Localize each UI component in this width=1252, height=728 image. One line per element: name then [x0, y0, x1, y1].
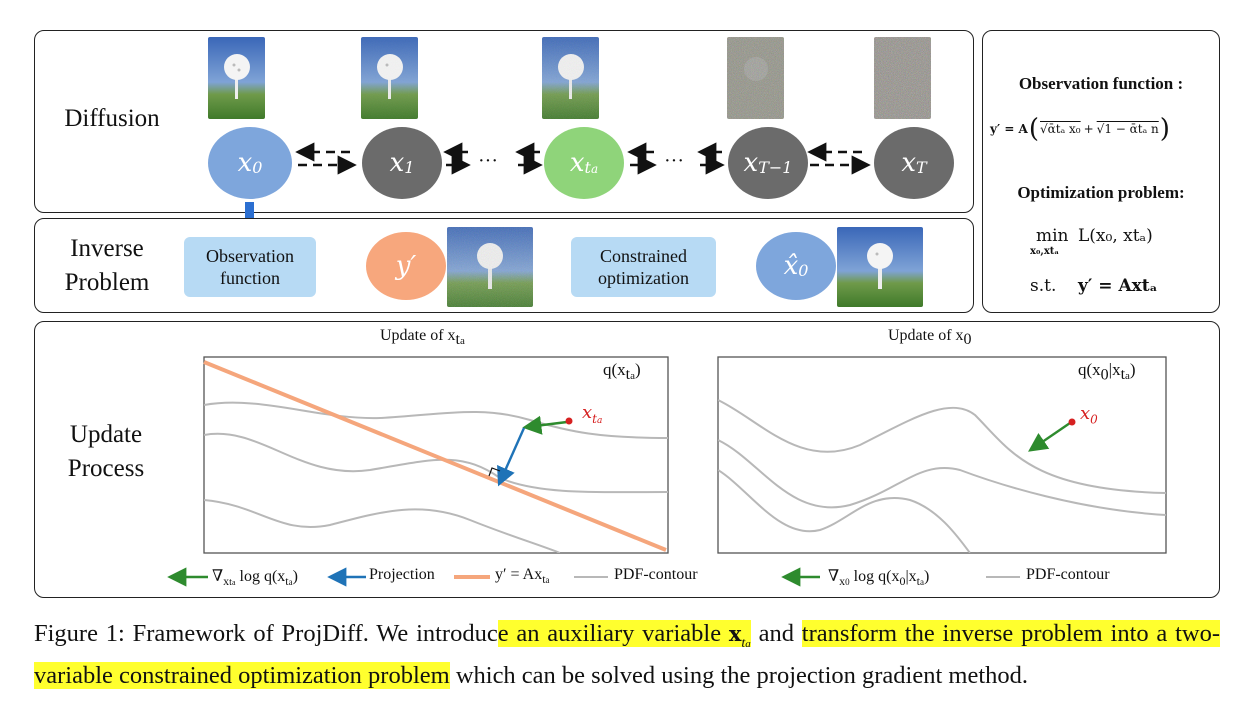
inverse-label-line2: Problem [64, 269, 150, 296]
min-under: x₀,xtₐ [1030, 246, 1060, 257]
caption-highlight-1: e an auxiliary variable xta [497, 620, 751, 651]
right-q-label: q(x0|xta) [1078, 360, 1136, 384]
legend-right-contour: PDF-contour [1026, 566, 1110, 583]
left-plot-title: Update of xta [380, 327, 465, 349]
diffusion-panel [34, 30, 974, 213]
left-point-label: xta [582, 402, 603, 426]
legend-constraint: y′ = Axta [495, 566, 550, 587]
right-plot-title: Update of x0 [888, 327, 972, 349]
left-gradient-arrow [522, 415, 568, 435]
node-xT-1: x T−1 [728, 127, 808, 199]
node-xhat0: x̂ 0 [756, 232, 836, 300]
objective: L(x₀, xtₐ) [1078, 226, 1153, 246]
left-q-label: q(xta) [603, 360, 641, 384]
constraint: y′ = Axtₐ [1078, 276, 1158, 296]
image-xT-1-thumbnail [727, 37, 784, 119]
image-y-noisy-thumbnail [447, 227, 533, 307]
left-contour-3 [204, 499, 561, 553]
diffusion-label: Diffusion [64, 105, 160, 132]
left-point-dot [565, 417, 573, 425]
update-label-line2: Process [67, 455, 145, 482]
right-contour-1 [718, 399, 1166, 494]
right-angle-mark [488, 467, 501, 477]
observation-function-box: Observation function [184, 237, 316, 297]
update-label-line1: Update [69, 421, 143, 448]
legend-projection: Projection [369, 566, 435, 583]
obs-formula: y′ = A ( √ᾱtₐ x₀ + √1 − ᾱtₐ n ) [990, 114, 1170, 144]
right-contour-3 [718, 469, 971, 553]
node-xta: x ta [544, 127, 624, 199]
opt-title: Optimization problem: [1017, 183, 1185, 202]
image-xT-thumbnail [874, 37, 931, 119]
ellipsis-1: ··· [478, 150, 498, 172]
right-point-dot [1068, 418, 1076, 426]
st-word: s.t. [1030, 276, 1057, 296]
legend-right-gradient: ∇x0 log q(x0|xta) [828, 568, 930, 589]
ellipsis-2: ··· [664, 150, 684, 172]
right-point-label: x0 [1080, 403, 1098, 427]
image-x1-thumbnail [361, 37, 418, 119]
formulas-panel [982, 30, 1220, 313]
image-xhat0-thumbnail [837, 227, 923, 307]
right-contour-2 [718, 439, 1166, 516]
obs-title: Observation function : [1018, 74, 1184, 93]
left-contour-1 [204, 401, 668, 439]
image-x0-thumbnail [208, 37, 265, 119]
constraint-line [203, 360, 667, 552]
update-plots [167, 356, 1167, 587]
image-xta-thumbnail [542, 37, 599, 119]
legend-left-gradient: ∇xta log q(xta) [212, 568, 298, 589]
constrained-optimization-box: Constrained optimization [571, 237, 716, 297]
node-y-prime: y′ [366, 232, 446, 300]
figure-caption: Figure 1: Framework of ProjDiff. We intr… [34, 620, 1220, 689]
projection-arrow [497, 427, 526, 487]
legend-left-contour: PDF-contour [614, 566, 698, 583]
inverse-label-line1: Inverse [70, 235, 144, 262]
min-word: min [1036, 226, 1069, 246]
right-gradient-arrow [1028, 422, 1071, 452]
